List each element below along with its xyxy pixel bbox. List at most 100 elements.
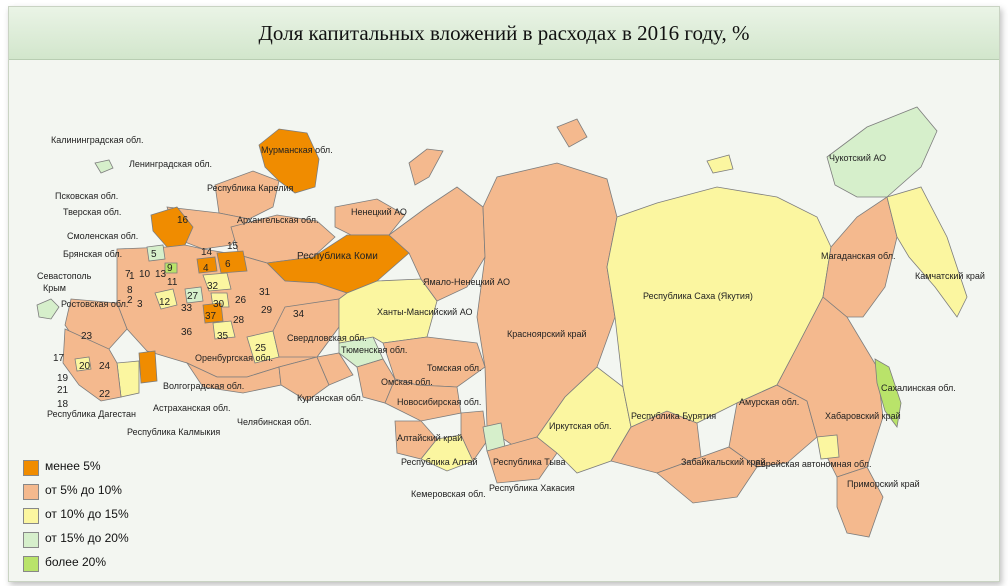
label-magadan: Магаданская обл. [821, 251, 895, 261]
label-sakhalin: Сахалинская обл. [881, 383, 956, 393]
label-novosibirsk: Новосибирская обл. [397, 397, 481, 407]
region-crimea[interactable] [36, 298, 60, 320]
label-kamchatka: Камчатский край [915, 271, 985, 281]
region-sakhalin[interactable] [874, 358, 902, 428]
region-yamal[interactable] [388, 186, 486, 302]
region-kalmykia[interactable] [138, 350, 158, 384]
region-nenets[interactable] [334, 198, 406, 236]
legend-label-gt20: более 20% [45, 555, 106, 569]
region-magadan[interactable] [822, 196, 898, 318]
label-tver: Тверская обл. [63, 207, 121, 217]
number-29: 29 [261, 305, 273, 316]
legend-item-lt5: менее 5% [23, 457, 183, 477]
region-12[interactable] [154, 288, 178, 310]
region-evreiskaya[interactable] [816, 434, 840, 460]
region-chelyabinsk[interactable] [278, 356, 330, 402]
number-2: 2 [127, 295, 133, 306]
number-35: 35 [217, 331, 229, 342]
number-22: 22 [99, 389, 111, 400]
number-18: 18 [57, 399, 69, 410]
title-bar: Доля капитальных вложений в расходах в 2… [9, 7, 999, 60]
label-tomsk: Томская обл. [427, 363, 482, 373]
region-9[interactable] [164, 262, 178, 274]
number-37: 37 [205, 311, 217, 322]
region-severnaya-zemlya[interactable] [556, 118, 588, 148]
region-tyva[interactable] [486, 436, 558, 484]
label-khabarovsk: Хабаровский край [825, 411, 901, 421]
region-32[interactable] [202, 272, 232, 292]
region-5[interactable] [146, 244, 166, 262]
number-20: 20 [79, 361, 91, 372]
number-13: 13 [155, 269, 167, 280]
region-kurgan[interactable] [316, 352, 354, 386]
region-altai-rep[interactable] [420, 434, 474, 472]
region-chukotka[interactable] [826, 106, 938, 198]
number-19: 19 [57, 373, 69, 384]
label-sverdlovsk: Свердловская обл. [287, 333, 367, 343]
region-6[interactable] [216, 250, 248, 274]
label-chukotka: Чукотский АО [829, 153, 886, 163]
label-amur: Амурская обл. [739, 397, 799, 407]
legend-label-lt5: менее 5% [45, 459, 101, 473]
number-27: 27 [187, 291, 199, 302]
number-9: 9 [167, 263, 173, 274]
label-kemerovo: Кемеровская обл. [411, 489, 486, 499]
label-altai-rep: Республика Алтай [401, 457, 478, 467]
region-4[interactable] [196, 256, 218, 274]
number-16: 16 [177, 215, 189, 226]
label-sevastopol: Севастополь [37, 271, 92, 281]
number-33: 33 [181, 303, 193, 314]
map-title: Доля капитальных вложений в расходах в 2… [258, 21, 750, 45]
number-31: 31 [259, 287, 271, 298]
region-primorsky[interactable] [836, 466, 884, 538]
label-irkutsk: Иркутская обл. [549, 421, 612, 431]
label-orenburg: Оренбургская обл. [195, 353, 273, 363]
label-tyumen: Тюменская обл. [341, 345, 407, 355]
legend-item-15-20: от 15% до 20% [23, 529, 183, 549]
number-15: 15 [227, 241, 239, 252]
label-khakasia: Республика Хакасия [489, 483, 575, 493]
number-30: 30 [213, 299, 225, 310]
region-south[interactable] [62, 328, 122, 402]
label-arkhangelsk: Архангельская обл. [237, 215, 319, 225]
label-tyva: Республика Тыва [493, 457, 566, 467]
label-leningrad: Ленинградская обл. [129, 159, 212, 169]
number-25: 25 [255, 343, 267, 354]
region-37[interactable] [202, 302, 224, 324]
region-35[interactable] [212, 320, 236, 340]
legend-swatch-5-10 [23, 484, 39, 500]
label-rostov: Ростовская обл. [61, 299, 128, 309]
label-karelia: Республика Карелия [207, 183, 293, 193]
legend-swatch-10-15 [23, 508, 39, 524]
label-buryatia: Республика Бурятия [631, 411, 716, 421]
label-dagestan: Республика Дагестан [47, 409, 136, 419]
region-karelia[interactable] [214, 170, 280, 220]
label-yakutia: Республика Саха (Якутия) [643, 291, 753, 301]
label-astrakhan: Астраханская обл. [153, 403, 231, 413]
region-khabarovsk[interactable] [776, 296, 884, 478]
legend: менее 5% от 5% до 10% от 10% до 15% от 1… [23, 457, 183, 577]
region-27[interactable] [184, 286, 204, 304]
region-kemerovo[interactable] [460, 410, 488, 462]
label-krasnoyarsk: Красноярский край [507, 329, 587, 339]
number-1: 1 [129, 271, 135, 282]
region-20[interactable] [74, 356, 92, 372]
label-kaliningrad: Калининградская обл. [51, 135, 144, 145]
label-khanty: Ханты-Мансийский АО [377, 307, 473, 317]
legend-item-5-10: от 5% до 10% [23, 481, 183, 501]
number-34: 34 [293, 309, 305, 320]
region-kamchatka[interactable] [886, 186, 968, 318]
number-4: 4 [203, 263, 209, 274]
region-kaliningrad[interactable] [94, 159, 114, 174]
russia-map: Калининградская обл. Ленинградская обл. … [36, 106, 985, 538]
region-murmansk[interactable] [258, 128, 320, 194]
label-chelyabinsk: Челябинская обл. [237, 417, 312, 427]
legend-item-gt20: более 20% [23, 553, 183, 573]
label-bryansk: Брянская обл. [63, 249, 122, 259]
label-zabaikal: Забайкальский край [681, 457, 765, 467]
region-novaya-zemlya[interactable] [408, 148, 444, 186]
label-nenets: Ненецкий АО [351, 207, 407, 217]
region-new-siberian[interactable] [706, 154, 734, 174]
number-23: 23 [81, 331, 93, 342]
legend-label-5-10: от 5% до 10% [45, 483, 122, 497]
